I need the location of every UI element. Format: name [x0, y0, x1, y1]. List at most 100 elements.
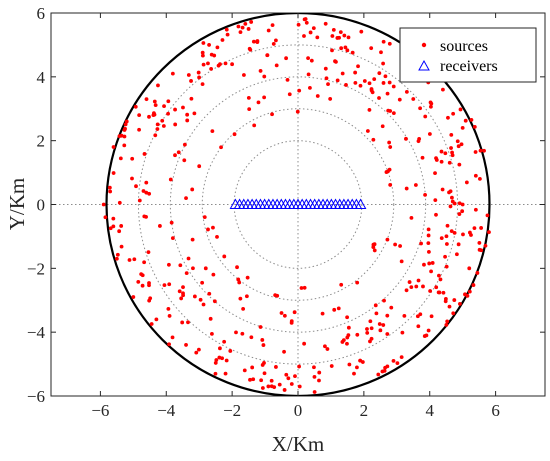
y-tick-label: 6 [37, 4, 46, 23]
source-point [293, 374, 297, 379]
source-point [479, 248, 484, 253]
source-point [170, 71, 175, 76]
source-point [381, 61, 385, 66]
source-point [146, 250, 151, 255]
source-point [306, 56, 310, 61]
source-point [279, 311, 284, 315]
source-point [119, 244, 124, 249]
source-point [303, 17, 308, 21]
source-point [252, 123, 257, 128]
source-point [391, 111, 396, 115]
source-point [189, 79, 193, 83]
source-point [471, 283, 476, 287]
source-point [472, 226, 477, 231]
source-point [461, 232, 465, 237]
source-point [108, 189, 113, 194]
source-point [196, 347, 201, 352]
source-point [260, 338, 265, 342]
source-point [251, 377, 256, 382]
source-point [224, 27, 229, 32]
source-point [346, 325, 351, 330]
source-point [385, 332, 390, 336]
source-point [215, 45, 220, 50]
source-point [429, 104, 433, 109]
source-point [358, 83, 363, 88]
source-point [386, 169, 390, 174]
source-point [274, 38, 278, 43]
legend-sources-marker [421, 42, 427, 48]
source-point [249, 335, 254, 340]
source-point [388, 183, 393, 187]
source-point [340, 71, 345, 76]
source-point [242, 73, 246, 77]
source-point [136, 280, 141, 284]
source-point [162, 104, 166, 109]
source-point [439, 236, 444, 241]
source-point [287, 92, 292, 97]
source-point [478, 176, 482, 181]
source-point [372, 77, 377, 82]
source-point [365, 327, 369, 331]
source-point [368, 339, 372, 344]
source-point [452, 298, 457, 302]
source-point [118, 156, 123, 161]
legend-receivers-marker [418, 59, 430, 71]
source-point [365, 129, 370, 133]
source-point [423, 193, 427, 197]
source-point [213, 361, 218, 365]
x-tick-label: −6 [91, 401, 109, 420]
source-point [133, 104, 138, 109]
source-point [469, 117, 474, 122]
source-point [223, 371, 228, 376]
y-tick-label: −6 [27, 387, 45, 406]
source-point [260, 386, 265, 390]
source-point [194, 350, 199, 355]
source-point [475, 271, 480, 275]
source-point [269, 384, 274, 389]
legend-box [399, 27, 537, 83]
source-point [182, 158, 187, 163]
source-point [487, 230, 491, 235]
source-point [277, 382, 282, 387]
source-point [380, 124, 385, 129]
source-point [443, 254, 447, 259]
source-point [155, 127, 160, 131]
y-axis: −6 −4 −2 0 2 4 6 [27, 4, 545, 406]
source-point [434, 212, 438, 217]
source-point [144, 97, 149, 102]
source-point [173, 122, 178, 127]
source-point [449, 133, 454, 137]
source-point [404, 89, 409, 94]
source-point [482, 148, 486, 153]
source-point [179, 296, 184, 301]
source-point [122, 143, 127, 148]
source-point [436, 290, 441, 295]
source-point [391, 84, 396, 89]
source-point [269, 378, 274, 383]
source-point [211, 225, 215, 230]
source-point [213, 371, 218, 376]
source-point [308, 30, 313, 35]
source-point [210, 129, 215, 133]
source-point [404, 136, 408, 141]
source-point [242, 368, 247, 373]
source-point [137, 113, 142, 118]
source-point [397, 97, 402, 102]
source-point [258, 325, 263, 329]
source-point [144, 180, 149, 185]
x-axis: −6 −4 −2 0 2 4 6 [91, 13, 500, 420]
source-point [388, 145, 393, 149]
y-tick-label: 0 [37, 196, 46, 215]
source-point [115, 252, 120, 257]
source-point [433, 198, 438, 203]
source-point [387, 41, 392, 46]
source-point [152, 99, 157, 104]
grid-circle [169, 76, 427, 333]
source-point [296, 22, 301, 27]
source-point [338, 30, 343, 35]
source-point [385, 313, 390, 318]
source-point [185, 112, 190, 117]
source-point [265, 53, 270, 58]
source-point [407, 280, 412, 284]
source-point [130, 176, 134, 181]
